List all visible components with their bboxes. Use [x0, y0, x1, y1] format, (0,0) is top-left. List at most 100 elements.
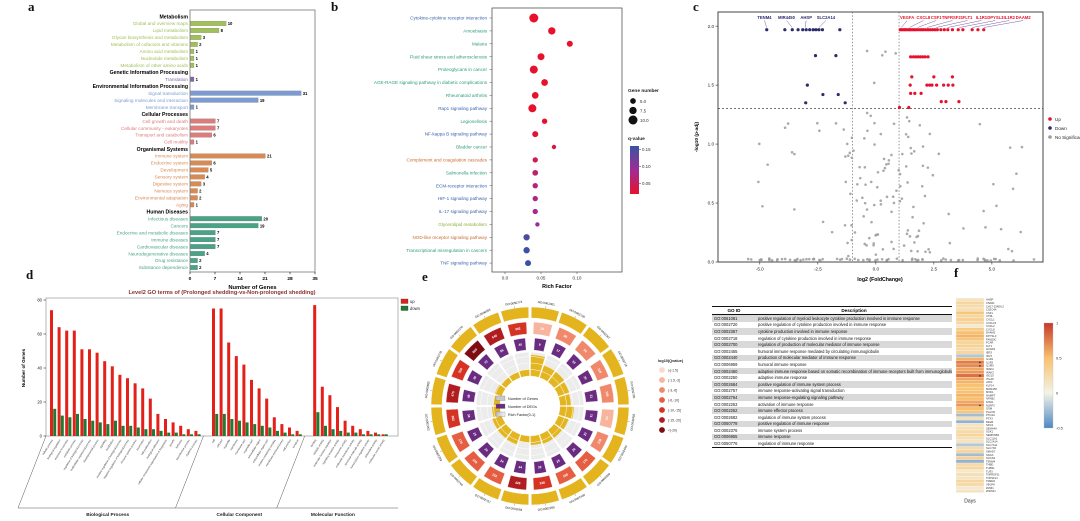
svg-text:Endocrine and metabolic diseas: Endocrine and metabolic diseases	[117, 230, 189, 235]
svg-text:VEGFA: VEGFA	[900, 15, 914, 20]
svg-text:5: 5	[210, 167, 213, 172]
svg-text:640: 640	[491, 333, 498, 339]
svg-text:IER3: IER3	[986, 351, 992, 355]
svg-text:40: 40	[518, 342, 522, 347]
svg-text:(-6,-10]: (-6,-10]	[668, 399, 679, 403]
svg-text:20: 20	[37, 400, 42, 405]
go-table-row: GO:0002682 regulation of immune system pr…	[714, 414, 826, 420]
svg-text:Global and overview maps: Global and overview maps	[133, 21, 189, 26]
svg-text:binding: binding	[309, 438, 317, 448]
svg-text:Cellular Processes: Cellular Processes	[142, 112, 189, 118]
svg-text:ITGA5: ITGA5	[986, 377, 994, 381]
svg-text:Environmental adaptation: Environmental adaptation	[135, 195, 189, 200]
svg-text:29: 29	[540, 327, 544, 332]
svg-text:GO:0002460: GO:0002460	[569, 493, 586, 505]
go-table: GO ID Description GO:0061081 positive regul…	[712, 306, 952, 448]
svg-text:*: *	[979, 374, 981, 379]
svg-text:Transcriptional misregulation: Transcriptional misregulation in cancers	[406, 248, 487, 253]
svg-text:SGK1: SGK1	[986, 430, 994, 434]
svg-text:0.0: 0.0	[708, 260, 715, 265]
svg-text:(-15,-20]: (-15,-20]	[668, 419, 681, 423]
svg-text:FCAR: FCAR	[986, 341, 993, 345]
svg-text:≥(-1.5): ≥(-1.5)	[668, 369, 678, 373]
svg-text:Digestive system: Digestive system	[153, 182, 189, 187]
svg-text:q-value: q-value	[628, 136, 645, 142]
svg-text:1: 1	[196, 202, 199, 207]
svg-text:ZNF521: ZNF521	[986, 489, 996, 493]
svg-text:138: 138	[597, 438, 603, 445]
panel-d-title: Level2 GO terms of (Prolonged shedding-v…	[128, 290, 315, 296]
panel-d-legend: up down	[400, 298, 421, 311]
svg-text:IL1R1: IL1R1	[986, 357, 994, 361]
svg-text:NLRP3: NLRP3	[986, 403, 995, 407]
svg-text:HCAR2: HCAR2	[986, 347, 996, 351]
svg-text:SLC2A14: SLC2A14	[817, 15, 836, 20]
svg-text:28: 28	[287, 276, 293, 282]
go-circos-plot: GO:0061081299GO:00027208617GO:0002367941…	[424, 300, 684, 512]
svg-text:PTGS2: PTGS2	[986, 413, 995, 417]
svg-text:NAMPT: NAMPT	[986, 393, 996, 397]
svg-text:Metabolism of cofactors and vi: Metabolism of cofactors and vitamins	[111, 42, 189, 47]
svg-text:4: 4	[206, 174, 209, 179]
panel-b-legend: Gene number 5.0 7.5 10.0 q-value 0.15 0.10 0.05	[628, 88, 659, 194]
svg-text:Cytokine-cytokine receptor int: Cytokine-cytokine receptor interaction	[410, 16, 487, 21]
svg-text:Metabolism of other amino acid: Metabolism of other amino acids	[121, 63, 189, 68]
svg-text:5.0: 5.0	[640, 99, 647, 104]
svg-text:860: 860	[472, 347, 479, 354]
svg-text:FAM20C: FAM20C	[986, 337, 997, 341]
svg-text:17: 17	[556, 348, 561, 353]
svg-text:down: down	[410, 306, 421, 311]
svg-text:No Significant: No Significant	[1055, 135, 1080, 140]
svg-text:176: 176	[582, 458, 589, 465]
svg-text:Bladder cancer: Bladder cancer	[456, 145, 487, 150]
panel-b-frame	[491, 7, 623, 273]
svg-text:GO:0002253: GO:0002253	[432, 445, 444, 462]
svg-text:2: 2	[199, 195, 202, 200]
svg-text:PLAUR: PLAUR	[986, 410, 995, 414]
svg-text:0.0: 0.0	[502, 276, 509, 281]
panel-b-label: b	[331, 0, 339, 14]
svg-text:SERPINB1: SERPINB1	[986, 433, 1000, 437]
svg-text:GO:0002252: GO:0002252	[424, 413, 431, 431]
svg-text:Lipid metabolism: Lipid metabolism	[153, 28, 188, 33]
svg-text:19: 19	[260, 98, 265, 103]
svg-text:ISG15: ISG15	[986, 374, 994, 378]
svg-text:<(-20): <(-20)	[668, 429, 677, 433]
go-id-description-table: GO ID Description GO:0061081 positive regul…	[712, 306, 952, 448]
circos-rings: GO:0061081299GO:00027208617GO:0002367941…	[424, 300, 636, 512]
svg-text:282: 282	[451, 415, 456, 421]
svg-text:*: *	[979, 404, 981, 409]
svg-text:HIF-1 signaling pathway: HIF-1 signaling pathway	[438, 196, 488, 201]
svg-text:9: 9	[539, 343, 542, 347]
svg-text:2: 2	[199, 265, 202, 270]
svg-text:(-10,-15]: (-10,-15]	[668, 409, 681, 413]
svg-text:Neurodegenerative diseases: Neurodegenerative diseases	[128, 251, 188, 256]
svg-text:SLC7A11: SLC7A11	[986, 443, 998, 447]
svg-text:Number of DEGs: Number of DEGs	[508, 405, 537, 409]
svg-text:GO:0050778: GO:0050778	[432, 350, 444, 367]
svg-text:25: 25	[556, 459, 561, 464]
svg-text:Infectious diseases: Infectious diseases	[148, 216, 189, 221]
svg-text:GO:0002718: GO:0002718	[617, 350, 629, 367]
svg-text:(-1.5,-3]: (-1.5,-3]	[668, 379, 680, 383]
svg-text:ZMIZ1: ZMIZ1	[986, 486, 994, 490]
panel-f-xlabel: Days	[964, 499, 976, 505]
go-table-row: GO:0002720 positive regulation of cytokin…	[714, 322, 887, 328]
svg-text:GO:0002757: GO:0002757	[474, 493, 491, 505]
svg-text:Up: Up	[1055, 117, 1061, 122]
panel-a-label: a	[28, 0, 35, 14]
svg-text:330: 330	[458, 367, 464, 374]
svg-text:Amino acid metabolism: Amino acid metabolism	[140, 49, 189, 54]
svg-text:Cell motility: Cell motility	[164, 140, 189, 145]
svg-text:5.0: 5.0	[989, 267, 996, 272]
svg-text:NFKB2: NFKB2	[986, 397, 995, 401]
svg-text:IL1R2: IL1R2	[1004, 15, 1016, 20]
svg-text:26: 26	[571, 447, 576, 452]
volcano-points	[746, 28, 1036, 262]
svg-text:7: 7	[217, 230, 220, 235]
svg-text:18: 18	[571, 359, 576, 364]
svg-text:VEGFA: VEGFA	[986, 483, 995, 487]
svg-text:GO:0002700: GO:0002700	[629, 381, 636, 399]
svg-text:IRAK3: IRAK3	[986, 370, 994, 374]
